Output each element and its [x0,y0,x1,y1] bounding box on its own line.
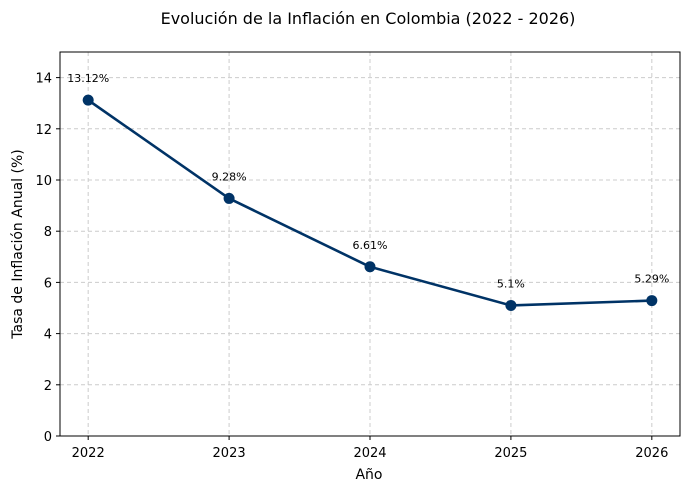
y-tick-label: 14 [35,72,52,87]
series-layer [82,94,658,311]
y-tick-label: 8 [44,225,52,240]
x-axis-ticks: 2022 2023 2024 2025 2026 [72,436,668,461]
x-axis-label: Año [355,467,382,483]
data-label: 13.12% [67,72,109,85]
data-label: 5.1% [497,277,525,290]
data-label: 9.28% [212,170,247,183]
data-point [646,295,658,307]
data-label: 6.61% [353,239,388,252]
y-tick-label: 10 [35,174,52,189]
y-axis-ticks: 0 2 4 6 8 10 12 14 [35,72,60,445]
data-labels-layer: 13.12% 9.28% 6.61% 5.1% 5.29% [67,72,669,290]
chart-title: Evolución de la Inflación en Colombia (2… [161,9,576,28]
y-tick-label: 0 [44,430,52,445]
x-tick-label: 2025 [494,446,527,461]
y-tick-label: 12 [35,123,52,138]
y-tick-label: 2 [44,379,52,394]
y-tick-label: 6 [44,276,52,291]
data-point [364,261,376,273]
y-axis-label: Tasa de Inflación Anual (%) [10,149,26,339]
x-tick-label: 2022 [72,446,105,461]
data-label: 5.29% [634,273,669,286]
data-point [505,299,517,311]
x-tick-label: 2026 [635,446,668,461]
grid-lines [60,52,680,437]
data-point [82,94,94,106]
data-point [223,192,235,204]
y-tick-label: 4 [44,328,52,343]
x-tick-label: 2023 [213,446,246,461]
plot-frame [59,51,681,437]
x-tick-label: 2024 [353,446,386,461]
